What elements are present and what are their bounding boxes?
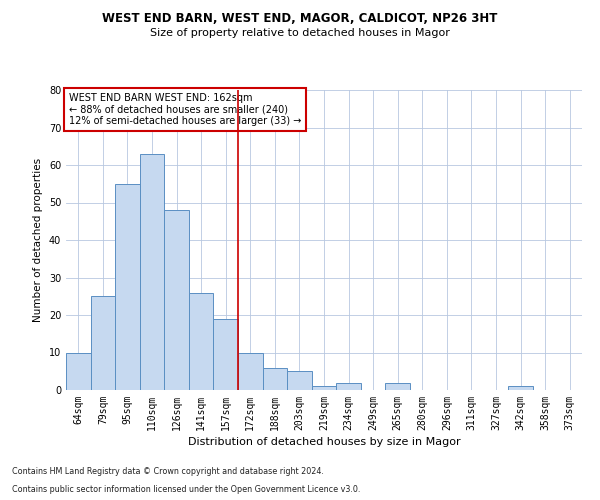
Bar (287, 371, 312, 390)
Bar (140, 154, 164, 390)
Bar (508, 386, 533, 390)
Bar (214, 319, 238, 390)
Bar (164, 210, 189, 390)
Bar (312, 386, 336, 390)
Bar (66, 352, 91, 390)
Text: Contains HM Land Registry data © Crown copyright and database right 2024.: Contains HM Land Registry data © Crown c… (12, 467, 324, 476)
Bar (115, 184, 140, 390)
Text: Contains public sector information licensed under the Open Government Licence v3: Contains public sector information licen… (12, 485, 361, 494)
Bar (336, 382, 361, 390)
Y-axis label: Number of detached properties: Number of detached properties (33, 158, 43, 322)
Bar (238, 352, 263, 390)
Text: WEST END BARN WEST END: 162sqm
← 88% of detached houses are smaller (240)
12% of: WEST END BARN WEST END: 162sqm ← 88% of … (68, 93, 301, 126)
Bar (91, 296, 115, 390)
X-axis label: Distribution of detached houses by size in Magor: Distribution of detached houses by size … (188, 437, 460, 447)
Text: Size of property relative to detached houses in Magor: Size of property relative to detached ho… (150, 28, 450, 38)
Bar (263, 368, 287, 390)
Bar (189, 292, 214, 390)
Text: WEST END BARN, WEST END, MAGOR, CALDICOT, NP26 3HT: WEST END BARN, WEST END, MAGOR, CALDICOT… (103, 12, 497, 26)
Bar (385, 382, 410, 390)
